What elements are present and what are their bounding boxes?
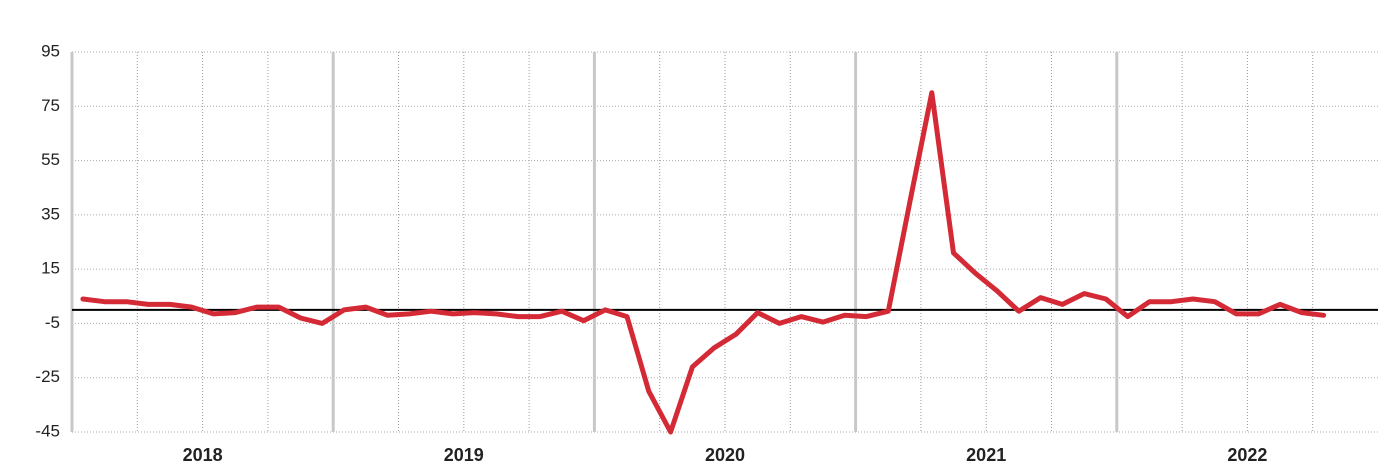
y-tick-label: 15 xyxy=(41,259,60,278)
y-tick-label: -5 xyxy=(45,313,60,332)
y-tick-label: 35 xyxy=(41,204,60,223)
x-tick-label: 2018 xyxy=(183,445,223,465)
x-tick-label: 2021 xyxy=(966,445,1006,465)
y-tick-label: -25 xyxy=(35,367,60,386)
y-tick-label: 75 xyxy=(41,96,60,115)
y-tick-label: 55 xyxy=(41,150,60,169)
x-tick-label: 2020 xyxy=(705,445,745,465)
y-tick-label: 95 xyxy=(41,41,60,60)
data-line xyxy=(80,90,1327,435)
x-tick-label: 2019 xyxy=(444,445,484,465)
y-tick-label: -45 xyxy=(35,421,60,440)
x-tick-label: 2022 xyxy=(1227,445,1267,465)
